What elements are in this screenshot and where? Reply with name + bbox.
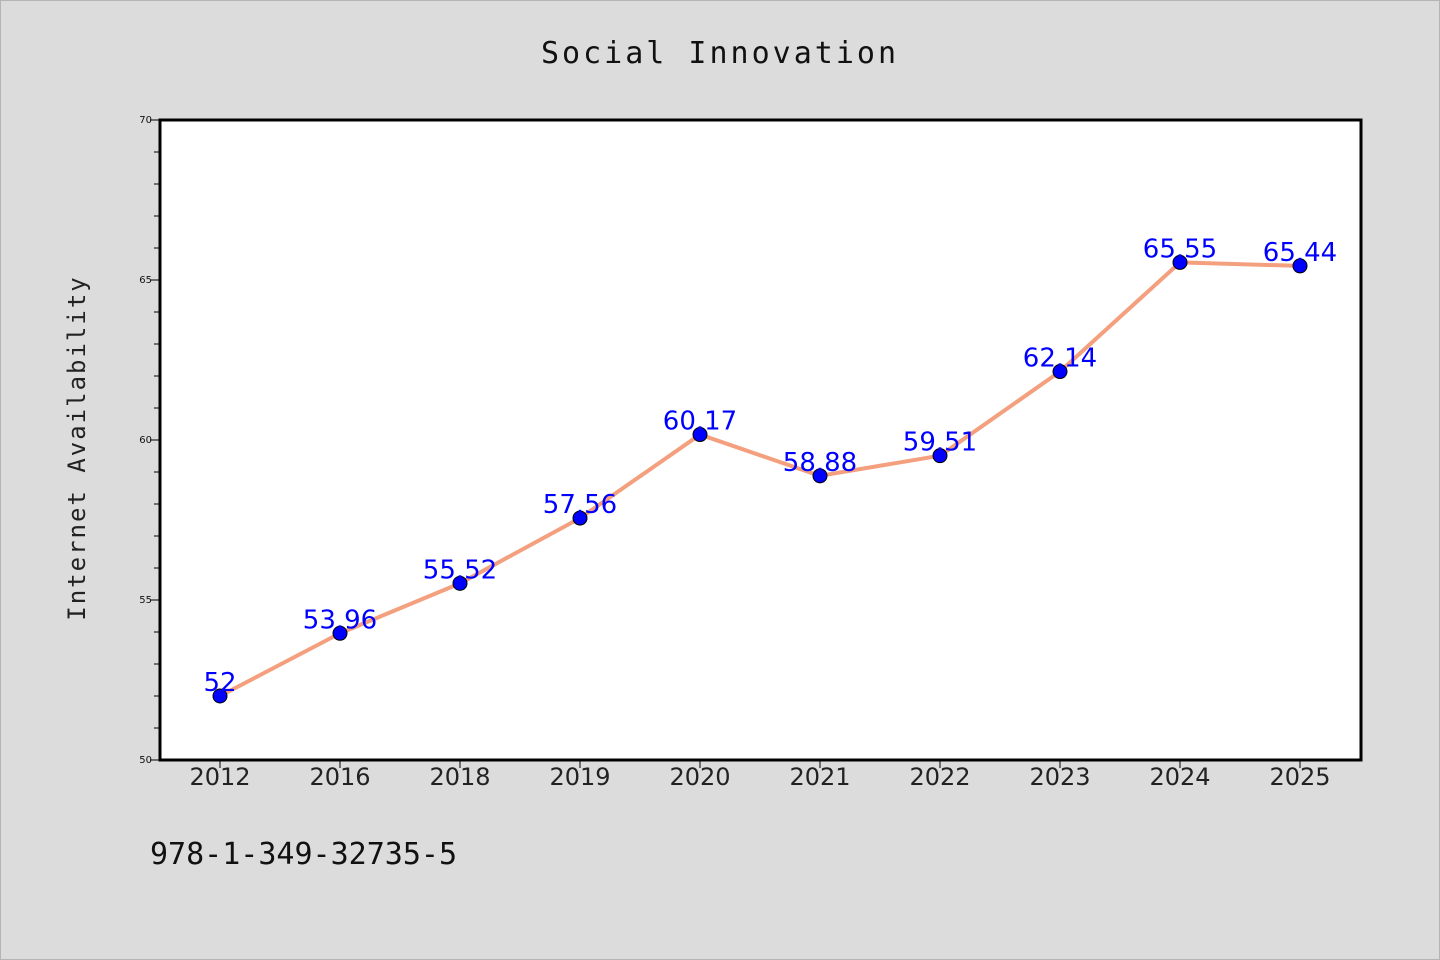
- data-point: [452, 575, 468, 591]
- series-line: [218, 260, 1302, 698]
- data-label: 52: [203, 668, 236, 698]
- x-tick-label: 2024: [1149, 763, 1210, 791]
- data-point: [812, 468, 828, 484]
- y-axis: 50 55 60 65 70: [139, 115, 160, 766]
- data-label: 53.96: [303, 605, 377, 635]
- series-markers: [212, 254, 1308, 704]
- data-point: [692, 427, 708, 443]
- data-labels: 52 53.96 55.52 57.56 60.17 58.88 59.51 62.14 65.…: [203, 234, 1337, 698]
- data-label: 59.51: [903, 428, 977, 458]
- data-point: [1292, 258, 1308, 274]
- data-point: [572, 510, 588, 526]
- y-tick-label: 65: [139, 275, 152, 286]
- y-tick-label: 60: [139, 435, 152, 446]
- data-label: 55.52: [423, 555, 497, 585]
- data-point: [332, 625, 348, 641]
- plot-area: [158, 118, 1363, 762]
- data-point: [212, 688, 228, 704]
- data-label: 65.55: [1143, 234, 1217, 264]
- x-tick-label: 2022: [909, 763, 970, 791]
- x-tick-label: 2012: [189, 763, 250, 791]
- data-label: 57.56: [543, 490, 617, 520]
- data-label: 62.14: [1023, 344, 1097, 374]
- y-tick-label: 55: [139, 595, 152, 606]
- data-label: 58.88: [783, 448, 857, 478]
- x-tick-label: 2018: [429, 763, 490, 791]
- y-tick-label: 70: [139, 115, 152, 126]
- footnote: 978-1-349-32735-5: [150, 837, 457, 872]
- x-tick-label: 2020: [669, 763, 730, 791]
- x-tick-label: 2021: [789, 763, 850, 791]
- x-tick-label: 2016: [309, 763, 370, 791]
- chart-title: Social Innovation: [541, 36, 899, 71]
- x-axis: 2012 2016 2018 2019 2020 2021 2022 2023 2024 2025: [189, 760, 1331, 791]
- y-tick-label: 50: [139, 755, 152, 766]
- x-tick-label: 2019: [549, 763, 610, 791]
- data-point: [1172, 254, 1188, 270]
- series-lines: [218, 260, 1302, 698]
- x-tick-label: 2025: [1269, 763, 1330, 791]
- data-label: 65.44: [1263, 238, 1337, 268]
- x-tick-label: 2023: [1029, 763, 1090, 791]
- data-label: 60.17: [663, 407, 737, 437]
- y-axis-label: Internet Availability: [63, 275, 91, 620]
- data-point: [1052, 364, 1068, 380]
- data-point: [932, 448, 948, 464]
